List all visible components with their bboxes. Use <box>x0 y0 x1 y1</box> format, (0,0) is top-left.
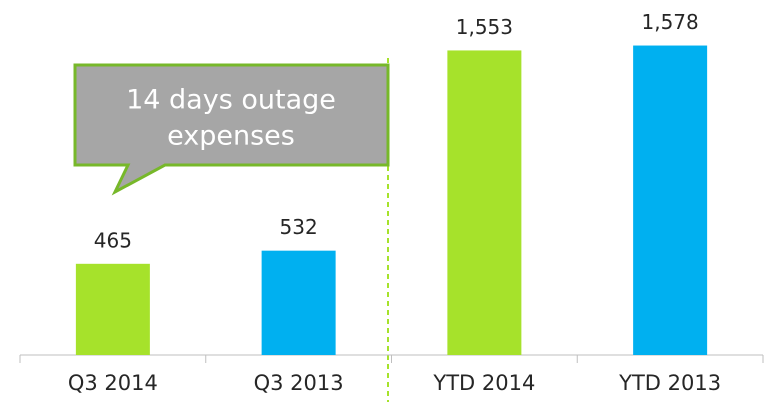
data-label: 465 <box>94 228 132 252</box>
data-label: 1,578 <box>641 10 698 34</box>
bar <box>261 250 336 355</box>
data-label: 1,553 <box>456 15 513 39</box>
x-tick-label: Q3 2013 <box>254 371 344 395</box>
x-tick-label: Q3 2014 <box>68 371 158 395</box>
bar <box>75 263 150 355</box>
callout <box>73 63 390 196</box>
x-tick-label: YTD 2013 <box>618 371 721 395</box>
bar <box>447 50 522 355</box>
annotation: 14 days outage <box>126 85 336 116</box>
data-label: 532 <box>280 215 318 239</box>
annotation: expenses <box>167 121 295 152</box>
bar <box>633 45 708 355</box>
x-tick-label: YTD 2014 <box>432 371 535 395</box>
